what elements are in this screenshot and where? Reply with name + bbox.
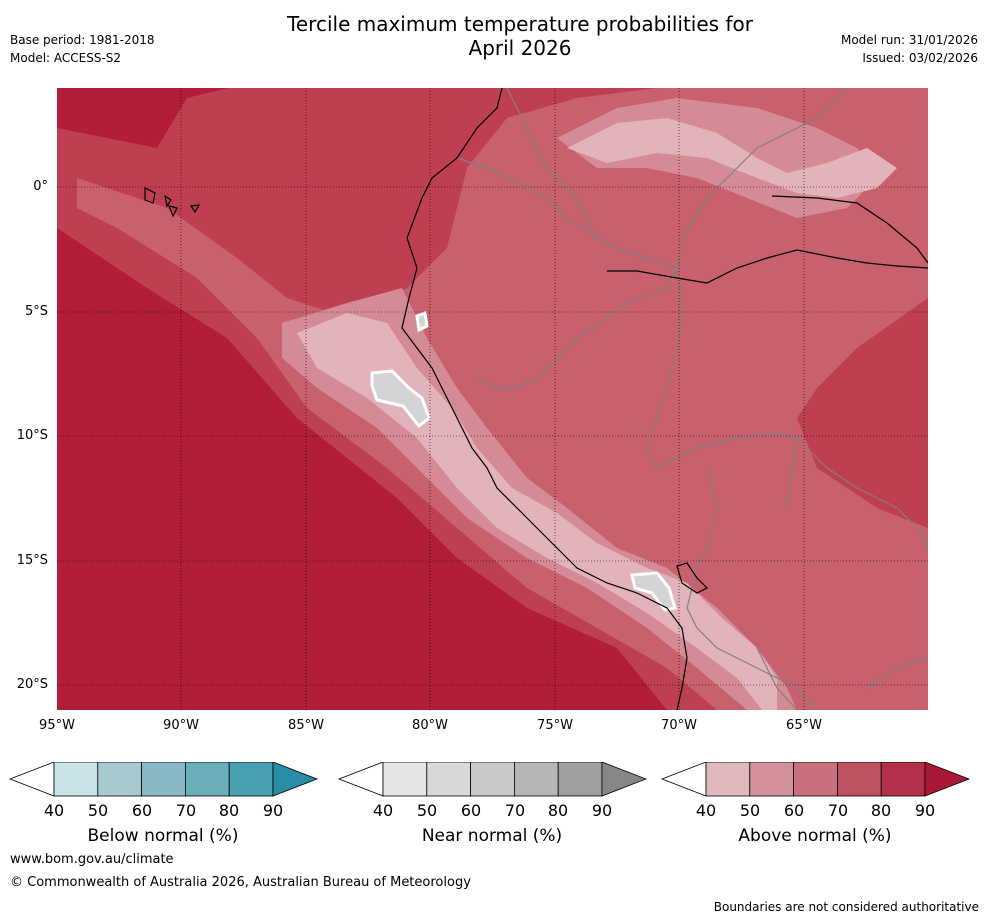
border-north: [676, 88, 848, 269]
lake-titicaca: [676, 562, 709, 594]
galapagos-4: [189, 204, 201, 214]
near-tick-50: 50: [416, 801, 438, 820]
border-chile: [756, 647, 798, 710]
meta-left: Base period: 1981-2018 Model: ACCESS-S2: [10, 31, 155, 67]
amazon-upper: [771, 195, 928, 264]
above-colorbar-box: [749, 762, 794, 797]
below-colorbar-box: [141, 762, 186, 797]
near-colorbar-box: [426, 762, 471, 797]
near-colorbar-box: [382, 762, 428, 797]
lon-label-80w: 80°W: [412, 718, 448, 733]
map-title: Tercile maximum temperature probabilitie…: [0, 12, 988, 60]
below-colorbar-box: [97, 762, 143, 797]
coastline: [144, 88, 928, 710]
above-tick-80: 80: [870, 801, 892, 820]
graticule: [57, 88, 928, 710]
base-period: Base period: 1981-2018: [10, 33, 155, 47]
above-tick-90: 90: [914, 801, 936, 820]
model-run: Model run: 31/01/2026: [840, 33, 978, 47]
near-normal-patch-2: [630, 571, 677, 612]
near-tick-80: 80: [547, 801, 569, 820]
title-line-1: Tercile maximum temperature probabilitie…: [287, 12, 753, 36]
above-colorbar-box: [880, 762, 926, 797]
lat-label-10s: 10°S: [16, 428, 48, 443]
border-paraguay: [866, 657, 928, 689]
above-colorbar-low-arrow: [660, 762, 707, 797]
title-line-2: April 2026: [468, 36, 572, 60]
probability-map: [57, 88, 928, 710]
near-colorbar-box: [514, 762, 559, 797]
above-tick-40: 40: [695, 801, 717, 820]
near-normal-patch-1: [370, 369, 431, 429]
lat-label-15s: 15°S: [16, 553, 48, 568]
country-borders: [456, 88, 928, 710]
website-link[interactable]: www.bom.gov.au/climate: [10, 852, 174, 867]
below-tick-80: 80: [218, 801, 240, 820]
lat-label-20s: 20°S: [16, 677, 48, 692]
below-tick-50: 50: [87, 801, 109, 820]
above-tick-70: 70: [827, 801, 849, 820]
galapagos-1: [144, 187, 156, 204]
copyright-text: © Commonwealth of Australia 2026, Austra…: [10, 875, 471, 890]
meta-right: Model run: 31/01/2026 Issued: 03/02/2026: [841, 31, 978, 67]
below-colorbar-box: [228, 762, 274, 797]
near-colorbar-box: [470, 762, 515, 797]
amazon-river: [607, 249, 928, 284]
zone-50-north: [567, 118, 897, 198]
above-normal-title: Above normal (%): [738, 826, 892, 846]
border-ecuador: [456, 157, 678, 389]
below-tick-70: 70: [175, 801, 197, 820]
lon-label-65w: 65°W: [786, 718, 822, 733]
near-tick-60: 60: [460, 801, 482, 820]
border-bolivia-east: [796, 437, 928, 549]
near-tick-40: 40: [372, 801, 394, 820]
below-tick-40: 40: [43, 801, 65, 820]
above-colorbar-box: [793, 762, 838, 797]
issued-date: Issued: 03/02/2026: [862, 51, 978, 65]
zone-70: [77, 88, 928, 710]
border-colombia: [506, 88, 598, 239]
near-normal-patch-3: [415, 310, 429, 333]
lat-label-0: 0°: [33, 179, 48, 194]
near-colorbar-high-arrow: [601, 762, 648, 797]
below-colorbar-box: [184, 762, 230, 797]
below-colorbar-box: [53, 762, 99, 797]
boundaries-disclaimer: Boundaries are not considered authoritat…: [713, 900, 979, 914]
near-tick-90: 90: [591, 801, 613, 820]
above-tick-60: 60: [783, 801, 805, 820]
lon-label-75w: 75°W: [537, 718, 573, 733]
below-normal-title: Below normal (%): [87, 826, 239, 846]
lon-label-90w: 90°W: [163, 718, 199, 733]
above-colorbar-high-arrow: [924, 762, 971, 797]
near-normal-title: Near normal (%): [421, 826, 563, 846]
below-tick-60: 60: [131, 801, 153, 820]
colorbars: [8, 762, 971, 797]
lon-label-85w: 85°W: [288, 718, 324, 733]
below-tick-90: 90: [262, 801, 284, 820]
below-colorbar-low-arrow: [8, 762, 55, 797]
model-name: Model: ACCESS-S2: [10, 51, 122, 65]
above-tick-50: 50: [739, 801, 761, 820]
galapagos-2: [164, 194, 172, 208]
border-bolivia: [686, 467, 818, 710]
near-colorbar-box: [557, 762, 603, 797]
near-tick-70: 70: [504, 801, 526, 820]
above-colorbar-box: [837, 762, 882, 797]
lon-label-70w: 70°W: [661, 718, 697, 733]
below-colorbar-high-arrow: [272, 762, 319, 797]
above-colorbar-box: [705, 762, 751, 797]
galapagos-3: [168, 205, 178, 218]
lat-label-5s: 5°S: [24, 304, 48, 319]
lon-label-95w: 95°W: [39, 718, 75, 733]
near-colorbar-low-arrow: [337, 762, 384, 797]
coastline-pacific: [401, 88, 688, 710]
